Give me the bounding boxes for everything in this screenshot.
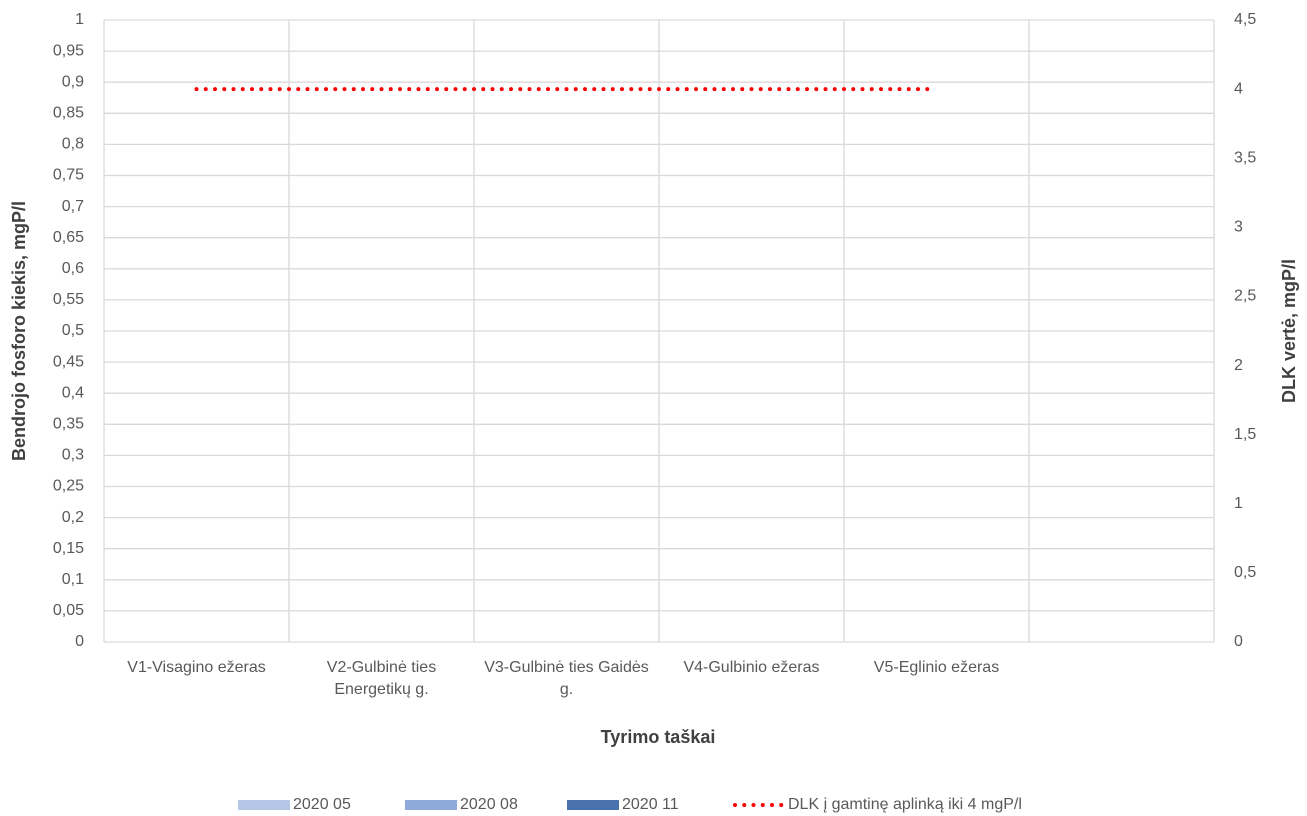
y-tick-label: 0,85: [53, 105, 84, 122]
y2-axis-title: DLK vertė, mgP/l: [1279, 259, 1299, 403]
y-tick-label: 0,25: [53, 478, 84, 495]
y-tick-label: 0,4: [62, 384, 84, 401]
y-tick-label: 0: [75, 633, 84, 650]
y-tick-label: 0,75: [53, 167, 84, 184]
x-tick-label: V4-Gulbinio ežeras: [683, 659, 820, 676]
y2-tick-label: 3: [1234, 219, 1243, 236]
y2-tick-label: 1: [1234, 495, 1243, 512]
y-tick-label: 0,2: [62, 509, 84, 526]
y-tick-label: 0,8: [62, 136, 84, 153]
y-tick-label: 0,9: [62, 73, 84, 90]
legend-swatch: [405, 800, 457, 810]
y2-tick-label: 4: [1234, 80, 1243, 97]
y2-tick-label: 4,5: [1234, 11, 1256, 28]
y2-tick-label: 1,5: [1234, 426, 1256, 443]
legend-label: DLK į gamtinę aplinką iki 4 mgP/l: [788, 796, 1022, 813]
legend-label: 2020 08: [460, 796, 518, 813]
legend-swatch: [238, 800, 290, 810]
legend-swatch: [567, 800, 619, 810]
y-tick-label: 0,45: [53, 353, 84, 370]
y-tick-label: 0,1: [62, 571, 84, 588]
y2-tick-label: 0,5: [1234, 564, 1256, 581]
y2-tick-label: 3,5: [1234, 149, 1256, 166]
y-tick-label: 0,7: [62, 198, 84, 215]
y2-tick-label: 2: [1234, 357, 1243, 374]
x-tick-label: V2-Gulbinė ties Energetikų g.: [326, 659, 437, 698]
x-axis-title: Tyrimo taškai: [601, 727, 716, 747]
x-tick-label: V5-Eglinio ežeras: [873, 659, 1000, 676]
y-tick-label: 0,3: [62, 447, 84, 464]
x-tick-label: V3-Gulbinė ties Gaidės g.: [484, 659, 649, 698]
y-tick-label: 0,95: [53, 42, 84, 59]
y-tick-label: 0,65: [53, 229, 84, 246]
y-tick-label: 0,55: [53, 291, 84, 308]
y-axis-title: Bendrojo fosforo kiekis, mgP/l: [9, 201, 29, 461]
y-tick-label: 0,15: [53, 540, 84, 557]
y2-tick-label: 0: [1234, 633, 1243, 650]
y2-tick-label: 2,5: [1234, 288, 1256, 305]
y-tick-label: 0,35: [53, 416, 84, 433]
y-tick-label: 0,5: [62, 322, 84, 339]
y-tick-label: 0,05: [53, 602, 84, 619]
x-tick-label: V1-Visagino ežeras: [127, 659, 266, 676]
y-tick-label: 0,6: [62, 260, 84, 277]
legend-label: 2020 05: [293, 796, 351, 813]
y-tick-label: 1: [75, 11, 84, 28]
legend-label: 2020 11: [622, 796, 679, 813]
